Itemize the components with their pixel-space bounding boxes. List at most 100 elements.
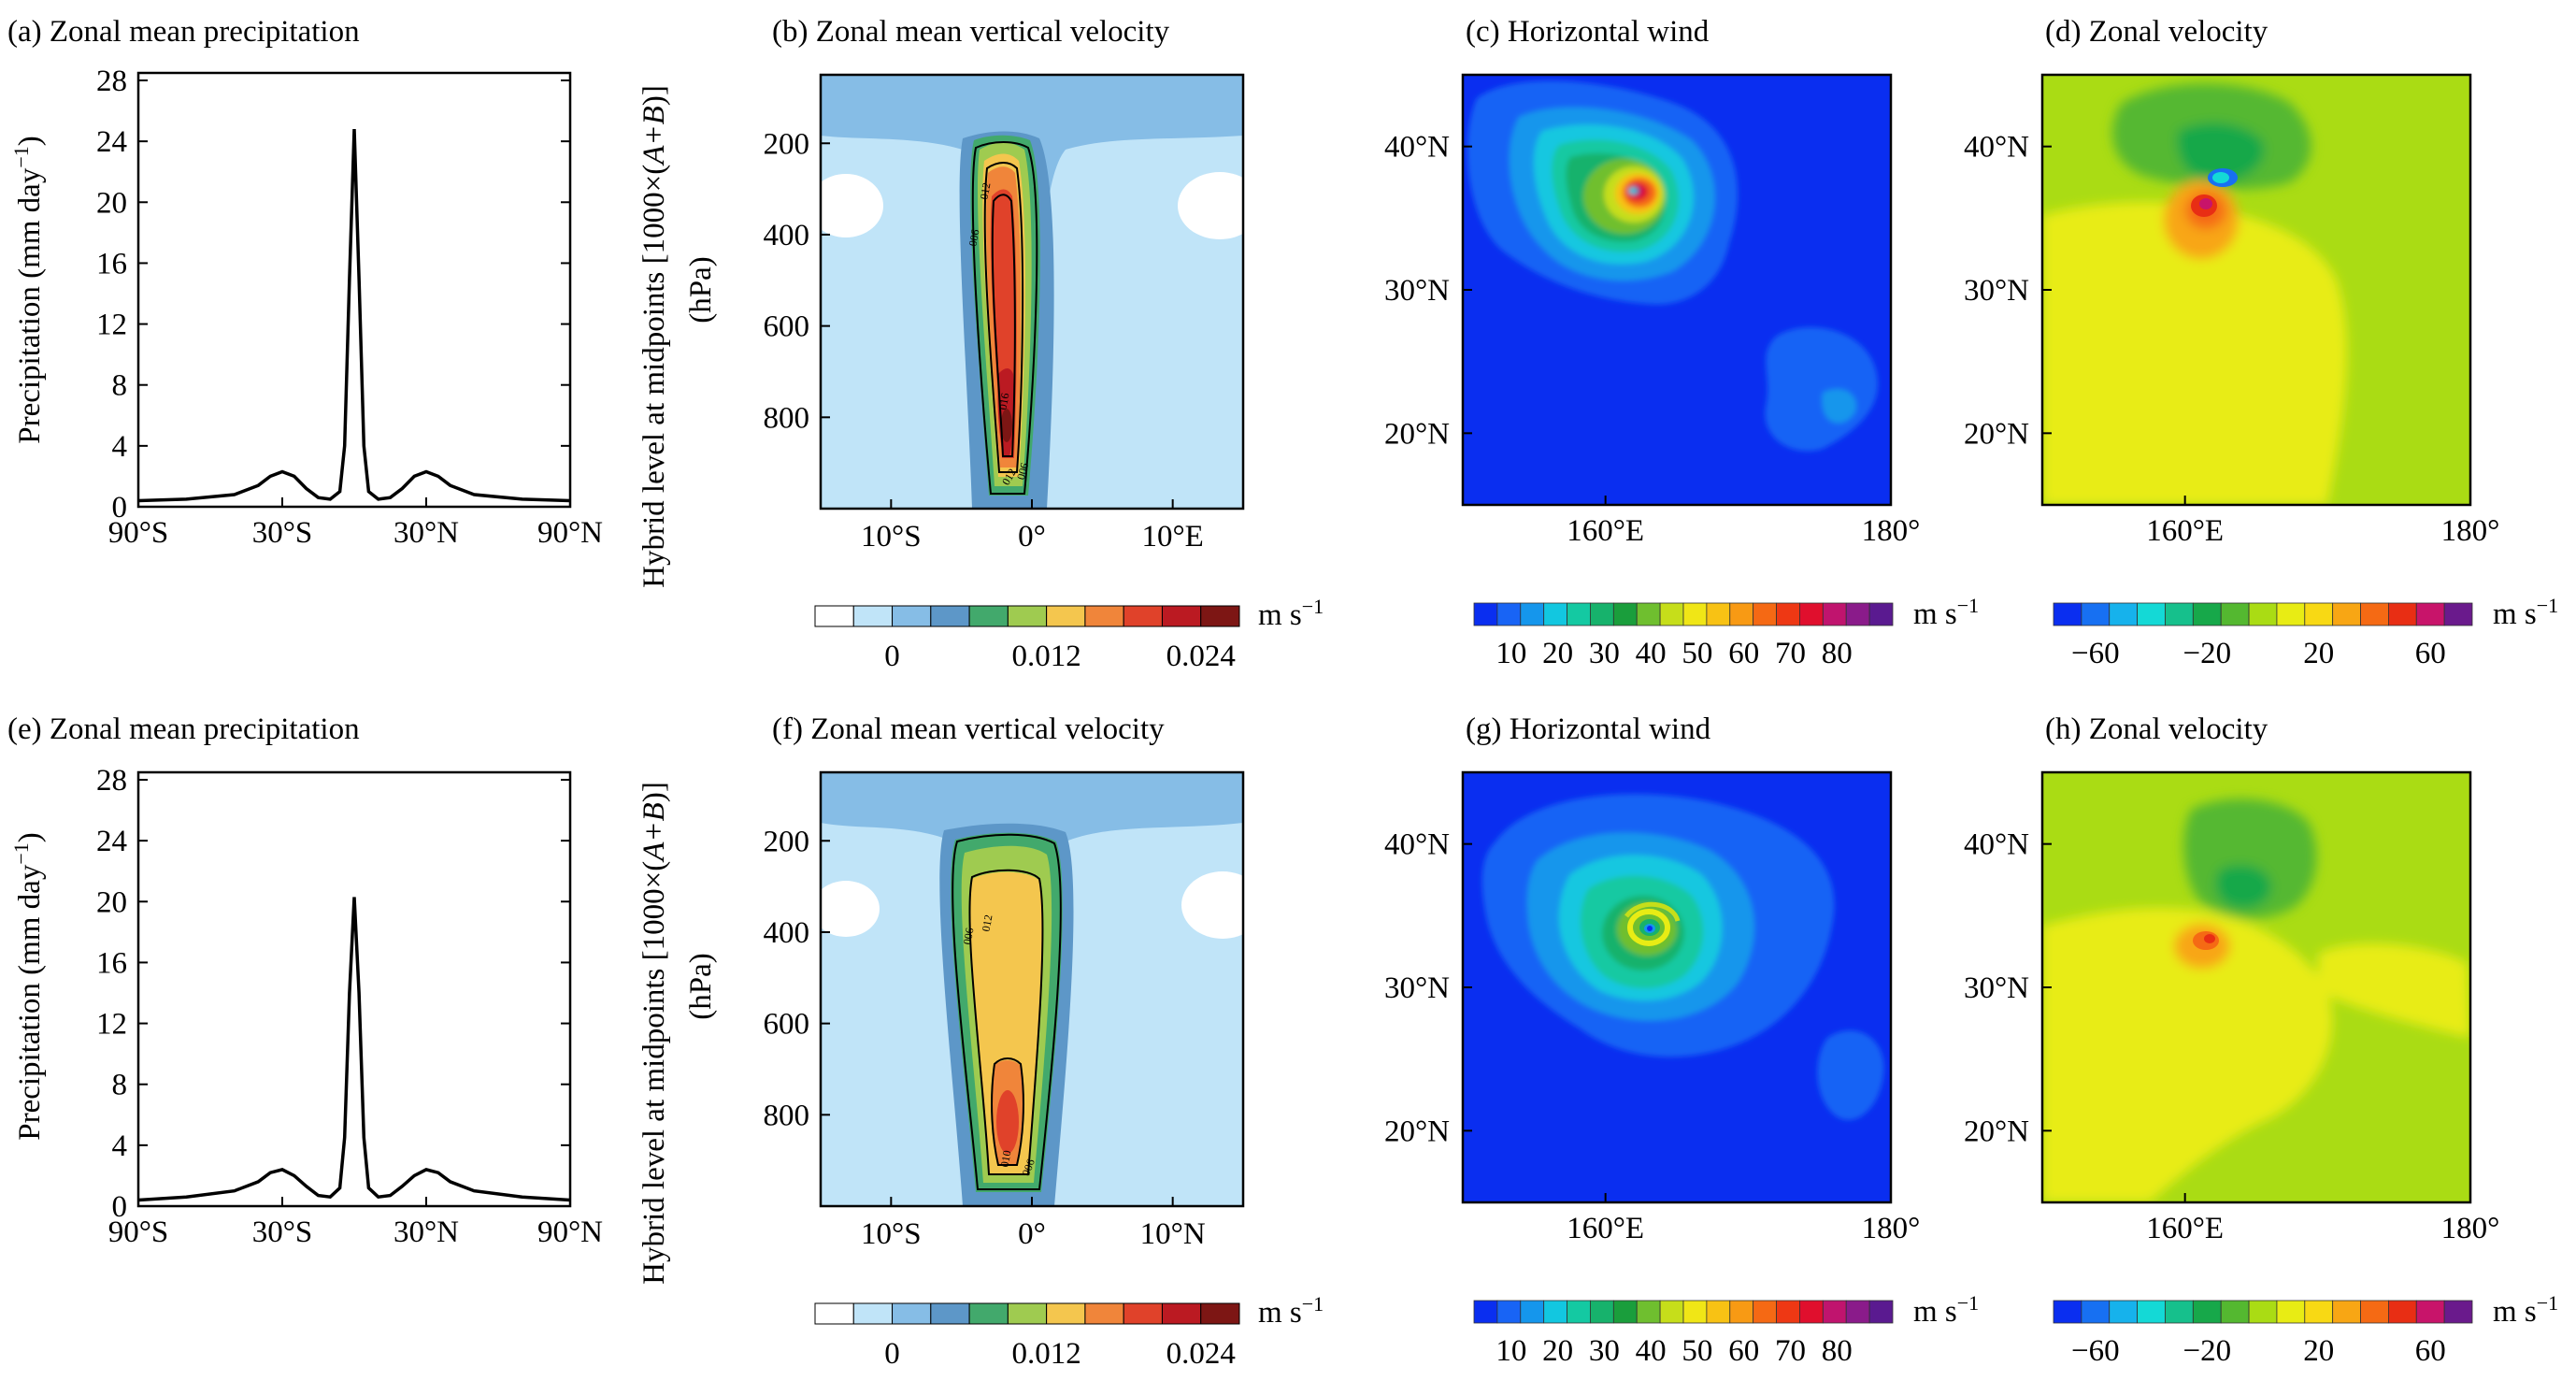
- colorbar-swatch: [892, 605, 932, 627]
- colorbar-swatch: [1612, 602, 1638, 626]
- colorbar-swatch: [1543, 1300, 1567, 1324]
- colorbar-tick-label: 0.024: [1166, 640, 1236, 673]
- panel-h-colorbar: −60 −20 20 60 m s−1: [2053, 1291, 2558, 1368]
- y-tick-label: 24: [96, 825, 127, 858]
- x-tick-label: 30°S: [252, 1215, 313, 1249]
- colorbar-tick-label: 40: [1636, 1334, 1667, 1368]
- y-tick-label: 0: [112, 1190, 128, 1224]
- panel-f-contour-inner: [968, 869, 1044, 1175]
- colorbar-swatch: [814, 1302, 854, 1325]
- colorbar-tick-label: −60: [2071, 1334, 2120, 1368]
- panel-b: (b) Zonal mean vertical velocity 012 006…: [637, 15, 1324, 673]
- panel-e-series-line: [137, 897, 571, 1202]
- panel-d-colorbar: −60 −20 20 60 m s−1: [2053, 594, 2558, 670]
- panel-b-ylabel-unit: (hPa): [684, 256, 718, 323]
- colorbar-swatch: [2304, 602, 2334, 626]
- panel-f-contour-label: 012: [980, 913, 995, 932]
- panel-h-field: [2042, 772, 2470, 1202]
- panel-d-core-dark: [2199, 198, 2212, 209]
- panel-d-title: (d) Zonal velocity: [2045, 15, 2268, 49]
- panel-b-field: [821, 75, 1243, 509]
- panel-d: (d) Zonal velocity 40°N 30°N 20°N 160°E 180…: [1964, 15, 2558, 670]
- colorbar-swatch: [2109, 1300, 2139, 1324]
- y-tick-label: 16: [96, 247, 127, 280]
- y-tick-label: 40°N: [1384, 131, 1450, 165]
- y-tick-label: 20°N: [1964, 417, 2029, 451]
- x-tick-label: 10°E: [1141, 520, 1203, 554]
- colorbar-swatch: [1473, 1300, 1498, 1324]
- colorbar-swatch: [1007, 605, 1048, 627]
- colorbar-swatch: [1682, 602, 1708, 626]
- colorbar-swatch: [2276, 602, 2306, 626]
- colorbar-swatch: [1659, 602, 1684, 626]
- colorbar-swatch: [1520, 1300, 1545, 1324]
- panel-b-ylabel: Hybrid level at midpoints [1000×(A+B)]: [637, 85, 671, 588]
- colorbar-swatch: [1822, 602, 1847, 626]
- colorbar-swatch: [2387, 1300, 2417, 1324]
- panel-d-field: [2042, 75, 2470, 505]
- y-tick-label: 0: [112, 491, 128, 525]
- panel-f-field: [821, 772, 1243, 1206]
- panel-b-level-9: [1001, 409, 1012, 442]
- colorbar-tick-label: 20: [2303, 1334, 2334, 1368]
- colorbar-swatch: [1612, 1300, 1638, 1324]
- x-tick-label: 160°E: [2146, 514, 2224, 548]
- colorbar-swatch: [2360, 602, 2389, 626]
- colorbar-swatch: [2248, 1300, 2278, 1324]
- colorbar-tick-label: 60: [2415, 1334, 2446, 1368]
- colorbar-swatch: [1200, 1302, 1240, 1325]
- y-tick-label: 800: [764, 1099, 810, 1132]
- colorbar-unit: m s−1: [2493, 594, 2558, 631]
- panel-c-eye: [1628, 187, 1638, 194]
- panel-h-core-red: [2204, 934, 2215, 943]
- panel-f-contour-label: 006: [1020, 1158, 1038, 1178]
- colorbar-swatch: [2220, 1300, 2250, 1324]
- x-tick-label: 180°: [2441, 514, 2500, 548]
- colorbar-swatch: [930, 1302, 970, 1325]
- panel-a-series-line: [137, 129, 571, 503]
- colorbar-swatch: [1496, 602, 1522, 626]
- panel-f: (f) Zonal mean vertical velocity 012 006…: [637, 712, 1324, 1371]
- panel-b-contour-inner: [983, 162, 1024, 473]
- colorbar-swatch: [1636, 1300, 1661, 1324]
- x-tick-label: 90°S: [108, 516, 169, 550]
- colorbar-swatch: [2332, 602, 2361, 626]
- y-tick-label: 12: [96, 309, 127, 342]
- panel-f-contour-label: 010: [998, 1149, 1014, 1168]
- colorbar-swatch: [968, 605, 1009, 627]
- colorbar-tick-label: 60: [1728, 1334, 1759, 1368]
- y-tick-label: 20°N: [1964, 1115, 2029, 1148]
- y-tick-label: 24: [96, 125, 127, 159]
- y-tick-label: 30°N: [1384, 274, 1450, 308]
- panel-a-frame: [136, 71, 572, 509]
- colorbar-swatch: [1084, 1302, 1124, 1325]
- panel-g-title: (g) Horizontal wind: [1466, 712, 1711, 746]
- panel-h-yellow-region: [2042, 907, 2333, 1202]
- panel-c-level-2b: [1822, 389, 1856, 424]
- x-tick-label: 180°: [1862, 514, 1921, 548]
- colorbar-swatch: [2053, 602, 2082, 626]
- colorbar-tick-label: 0: [884, 640, 900, 673]
- y-tick-label: 200: [764, 825, 810, 858]
- panel-g-spiral-band: [1624, 901, 1681, 922]
- colorbar-swatch: [1776, 602, 1800, 626]
- colorbar-swatch: [1729, 602, 1754, 626]
- x-tick-label: 90°S: [108, 1215, 169, 1249]
- colorbar-tick-label: 50: [1682, 1334, 1712, 1368]
- panel-b-colorbar: 0 0.012 0.024 m s−1: [814, 595, 1324, 673]
- panel-e-frame: [136, 770, 572, 1208]
- x-tick-label: 10°S: [861, 1217, 922, 1251]
- colorbar-swatch: [1567, 602, 1591, 626]
- colorbar-swatch: [1123, 1302, 1163, 1325]
- colorbar-tick-label: 20: [1542, 637, 1573, 670]
- panel-g: (g) Horizontal wind 40°N 30°N 20°N 160°E 18…: [1384, 712, 1979, 1368]
- x-tick-label: 0°: [1018, 1217, 1046, 1251]
- x-tick-label: 30°N: [394, 1215, 459, 1249]
- panel-f-ylabel: Hybrid level at midpoints [1000×(A+B)]: [637, 782, 671, 1285]
- colorbar-tick-label: 0: [884, 1337, 900, 1371]
- y-tick-label: 12: [96, 1008, 127, 1042]
- colorbar-tick-label: 30: [1589, 637, 1620, 670]
- colorbar-swatch: [814, 605, 854, 627]
- panel-b-contour-outer: [971, 141, 1038, 495]
- colorbar-swatch: [1161, 1302, 1202, 1325]
